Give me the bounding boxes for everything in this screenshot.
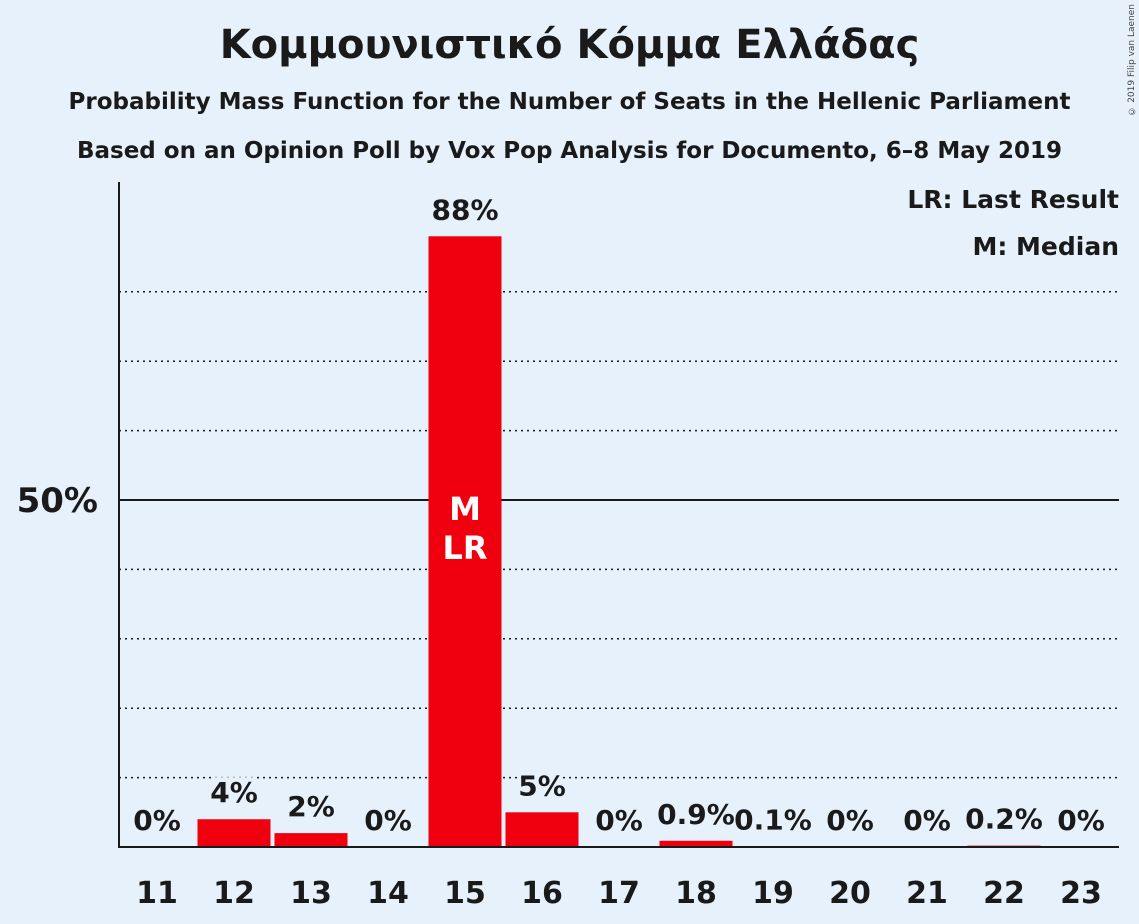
x-tick-14: 14 bbox=[367, 876, 409, 911]
bar-15 bbox=[428, 236, 502, 847]
data-label-bg-19 bbox=[739, 804, 807, 837]
median-marker: M bbox=[449, 490, 481, 528]
data-label-23: 0% bbox=[1057, 804, 1105, 837]
x-tick-22: 22 bbox=[983, 876, 1025, 911]
data-label-11: 0% bbox=[133, 804, 181, 837]
data-label-bg-18 bbox=[662, 798, 730, 831]
data-label-14: 0% bbox=[364, 804, 412, 837]
chart-subtitle-2: Based on an Opinion Poll by Vox Pop Anal… bbox=[76, 138, 1063, 164]
data-label-18: 0.9% bbox=[657, 798, 735, 831]
data-label-bg-20 bbox=[831, 805, 869, 837]
x-tick-21: 21 bbox=[906, 876, 948, 911]
data-label-bg-13 bbox=[292, 791, 330, 824]
data-label-20: 0% bbox=[826, 804, 874, 837]
data-label-22: 0.2% bbox=[965, 803, 1043, 836]
x-tick-20: 20 bbox=[829, 876, 871, 911]
data-label-bg-22 bbox=[970, 803, 1038, 836]
chart-title: Κομμουνιστικό Κόμμα Ελλάδας bbox=[219, 22, 920, 68]
data-label-bg-17 bbox=[600, 805, 638, 837]
x-tick-15: 15 bbox=[444, 876, 486, 911]
x-tick-18: 18 bbox=[675, 876, 717, 911]
x-tick-16: 16 bbox=[521, 876, 563, 911]
data-label-bg-23 bbox=[1062, 805, 1100, 837]
data-label-16: 5% bbox=[518, 769, 566, 802]
bar-13 bbox=[274, 833, 348, 847]
x-tick-11: 11 bbox=[136, 876, 178, 911]
data-label-bg-15 bbox=[438, 194, 492, 227]
data-label-bg-14 bbox=[369, 805, 407, 837]
data-label-bg-12 bbox=[215, 777, 253, 810]
bar-12 bbox=[197, 819, 271, 847]
y-tick-label: 50% bbox=[17, 481, 98, 521]
x-tick-13: 13 bbox=[290, 876, 332, 911]
x-tick-19: 19 bbox=[752, 876, 794, 911]
legend-median: M: Median bbox=[972, 232, 1119, 261]
bar-16 bbox=[505, 812, 579, 847]
data-label-21: 0% bbox=[903, 804, 951, 837]
data-label-15: 88% bbox=[431, 193, 498, 226]
data-label-17: 0% bbox=[595, 804, 643, 837]
x-tick-12: 12 bbox=[213, 876, 255, 911]
data-label-12: 4% bbox=[210, 776, 258, 809]
x-tick-17: 17 bbox=[598, 876, 640, 911]
data-label-bg-16 bbox=[523, 770, 561, 803]
bar-18 bbox=[659, 840, 733, 847]
data-label-bg-21 bbox=[908, 805, 946, 837]
data-label-19: 0.1% bbox=[734, 803, 812, 836]
x-tick-23: 23 bbox=[1060, 876, 1102, 911]
data-label-13: 2% bbox=[287, 790, 335, 823]
data-label-bg-11 bbox=[138, 805, 176, 837]
chart-subtitle-1: Probability Mass Function for the Number… bbox=[68, 89, 1071, 115]
last-result-marker: LR bbox=[442, 529, 487, 567]
legend-last-result: LR: Last Result bbox=[907, 185, 1119, 214]
